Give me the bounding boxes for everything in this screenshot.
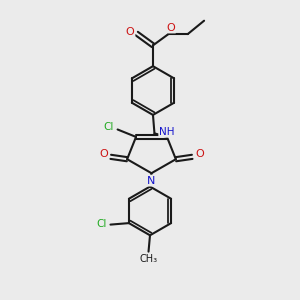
Text: NH: NH [159,127,175,137]
Text: N: N [147,176,156,186]
Text: O: O [195,149,204,159]
Text: O: O [99,149,108,159]
Text: O: O [167,22,175,32]
Text: Cl: Cl [96,219,107,229]
Text: Cl: Cl [103,122,114,132]
Text: CH₃: CH₃ [140,254,158,264]
Text: O: O [126,27,134,37]
